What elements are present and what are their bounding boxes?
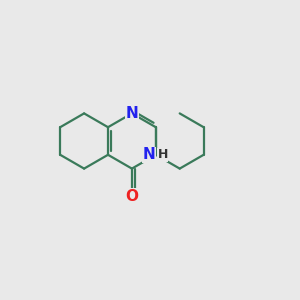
Text: O: O — [125, 189, 138, 204]
Text: N: N — [143, 147, 156, 162]
Text: N: N — [125, 106, 138, 121]
Text: H: H — [158, 148, 168, 161]
